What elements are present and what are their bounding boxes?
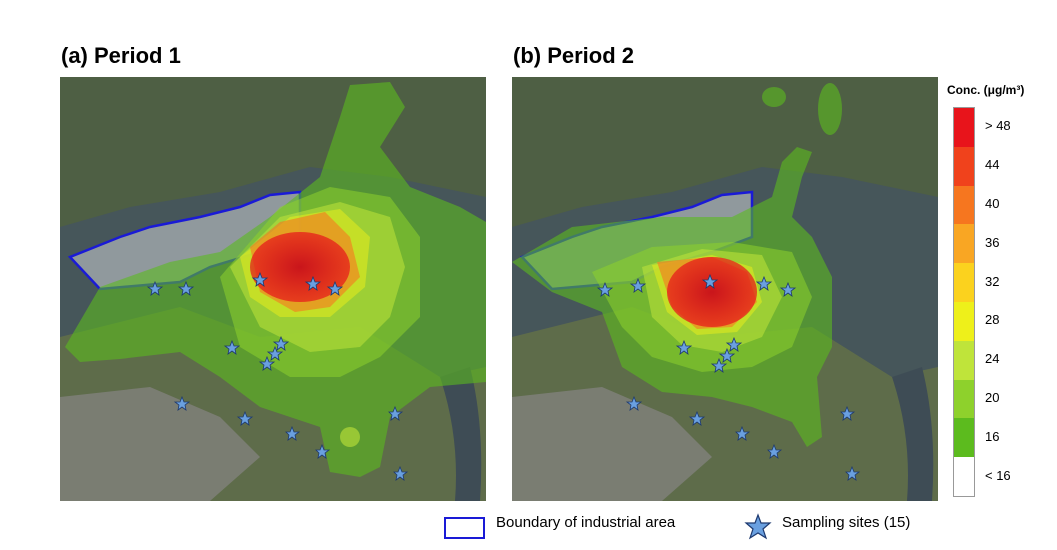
- legend-swatch: [954, 340, 974, 380]
- sampling-site-star: [326, 280, 344, 296]
- legend-swatch: [954, 457, 974, 497]
- sampling-site-star: [272, 335, 290, 351]
- plume-island-1: [762, 87, 786, 107]
- sampling-site-star: [393, 465, 409, 481]
- sampling-site-star: [675, 339, 693, 355]
- legend-swatch: [954, 108, 974, 147]
- legend-label: 32: [985, 273, 1000, 289]
- sampling-site-star: [236, 410, 254, 426]
- sampling-site-star: [173, 395, 191, 411]
- sampling-site-star: [304, 275, 322, 291]
- legend-label: 20: [985, 390, 1000, 405]
- panel-a-title: (a) Period 1: [61, 43, 181, 68]
- legend-label: < 16: [985, 467, 1011, 483]
- sampling-site-star: [710, 357, 728, 373]
- legend-label: 16: [985, 428, 1000, 444]
- mudflat: [60, 387, 260, 501]
- sampling-site-star: [845, 465, 861, 481]
- legend-swatch: [954, 146, 974, 186]
- boundary-legend-label: Boundary of industrial area: [496, 514, 676, 531]
- plume-satellite: [340, 427, 360, 447]
- legend-title: Conc. (μg/m³): [947, 83, 1025, 97]
- sampling-site-star: [177, 280, 195, 296]
- legend-swatch: [954, 379, 974, 419]
- legend-label: 36: [985, 234, 1000, 250]
- sampling-site-star: [315, 443, 331, 459]
- sampling-site-star: [767, 443, 783, 459]
- river: [440, 367, 482, 501]
- sampling-site-star: [596, 281, 614, 297]
- sampling-site-star: [285, 425, 301, 441]
- sampling-site-star: [266, 345, 284, 361]
- map-panel-period-2: [512, 77, 938, 501]
- plume-hotspot: [250, 232, 350, 302]
- sampling-site-star: [701, 273, 719, 289]
- plume-hotspot: [667, 257, 757, 327]
- boundary-legend-swatch: [444, 517, 485, 539]
- mudflat: [512, 387, 712, 501]
- star-legend-icon: [744, 513, 772, 546]
- sampling-site-star: [258, 355, 276, 371]
- sampling-site-star: [840, 405, 856, 421]
- sampling-site-star: [725, 336, 743, 352]
- river: [892, 367, 934, 501]
- panel-b-title: (b) Period 2: [513, 43, 635, 68]
- legend-label: > 48: [985, 118, 1011, 134]
- sampling-site-star: [755, 275, 773, 291]
- sites-legend-label: Sampling sites (15): [782, 514, 911, 531]
- legend-swatch: [954, 263, 974, 303]
- plume-island-2: [818, 83, 842, 135]
- sampling-site-star: [718, 347, 736, 363]
- sampling-site-star: [388, 405, 404, 421]
- map-panel-period-1: [60, 77, 486, 501]
- legend-label: 40: [985, 196, 1000, 211]
- sampling-site-star: [625, 395, 643, 411]
- sampling-site-star: [779, 281, 797, 297]
- sampling-site-star: [251, 271, 269, 287]
- sampling-site-star: [688, 410, 706, 426]
- legend-swatch: [954, 185, 974, 225]
- sampling-site-star: [146, 280, 164, 296]
- sampling-site-star: [735, 425, 751, 441]
- legend-label: 44: [985, 157, 1000, 173]
- legend-color-bar: [953, 107, 975, 497]
- legend-swatch: [954, 224, 974, 264]
- sampling-site-star: [629, 277, 647, 293]
- legend-swatch: [954, 418, 974, 458]
- sampling-site-star: [223, 339, 241, 355]
- legend-label: 24: [985, 351, 1000, 367]
- legend-swatch: [954, 302, 974, 341]
- legend-label: 28: [985, 312, 1000, 328]
